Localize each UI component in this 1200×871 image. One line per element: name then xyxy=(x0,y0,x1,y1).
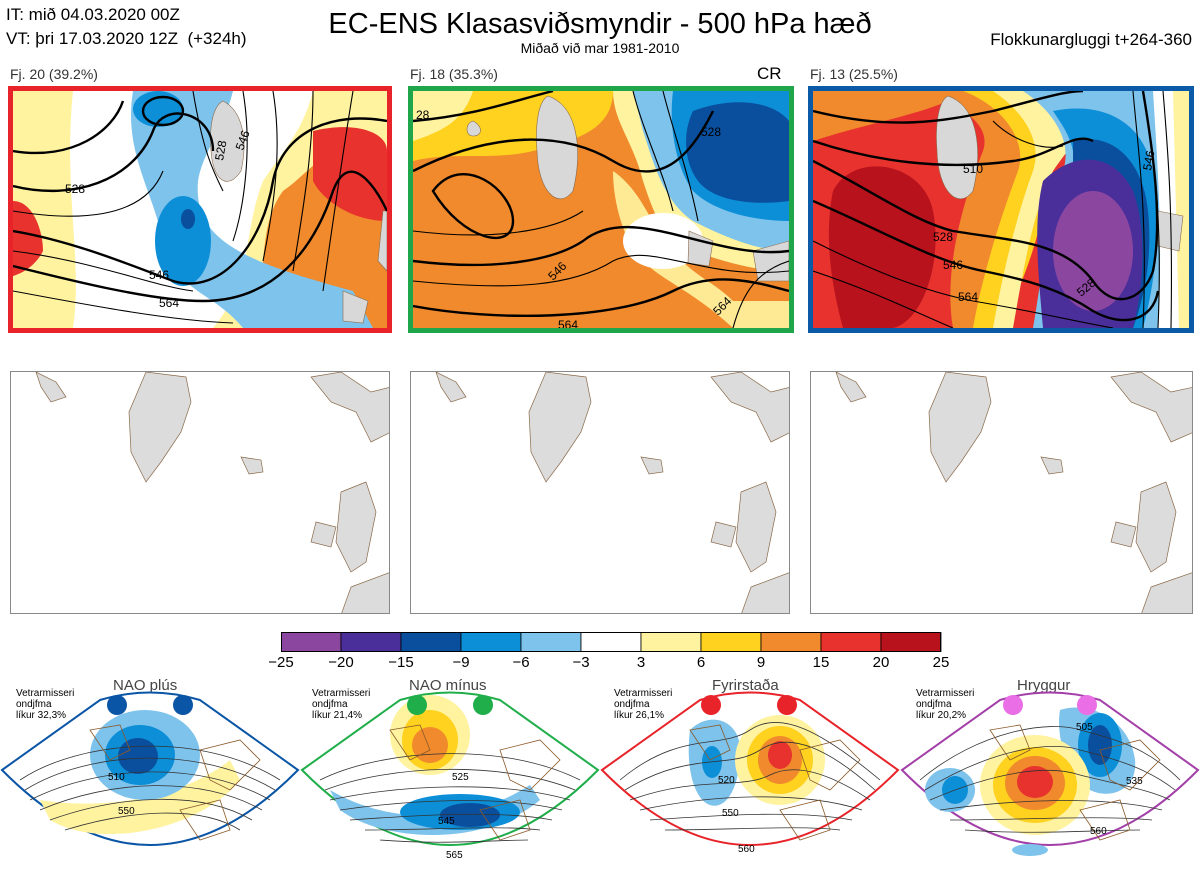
cluster-2-map: 528 546 564 564 28 xyxy=(408,86,794,333)
regime-4-contour-label: 535 xyxy=(1126,776,1143,787)
colorbar-cell xyxy=(520,632,582,652)
regime-3-note: Vetrarmisseri ondjfma líkur 26,1% xyxy=(614,688,673,721)
colorbar-tick-label: −25 xyxy=(268,654,294,671)
colorbar-tick-label: −15 xyxy=(388,654,414,671)
colorbar-tick-label: −6 xyxy=(512,654,530,671)
regime-2-title: NAO mínus xyxy=(409,677,487,694)
page-subtitle: Miðað við mar 1981-2010 xyxy=(520,40,680,56)
cluster-3-aux-map xyxy=(810,371,1193,614)
colorbar-cell xyxy=(700,632,762,652)
regime-3-title: Fyrirstaða xyxy=(712,677,779,694)
colorbar-tick-label: 15 xyxy=(812,654,830,671)
contour-label: 528 xyxy=(212,139,229,161)
regime-4-dots xyxy=(1003,695,1097,715)
cluster-2-tag: CR xyxy=(757,64,782,83)
colorbar-tick-label: 9 xyxy=(756,654,766,671)
contour-label: 28 xyxy=(416,108,430,122)
regime-3-map: 520 550 560 xyxy=(600,691,900,855)
contour-label: 564 xyxy=(159,296,179,310)
regime-1-map: 510 550 xyxy=(0,691,300,846)
colorbar-cell xyxy=(400,632,462,652)
cluster-2-label: Fj. 18 (35.3%) xyxy=(410,66,498,82)
regime-4-title: Hryggur xyxy=(1017,677,1071,694)
regime-2-map: 525 545 565 xyxy=(300,691,600,861)
init-time: IT: mið 04.03.2020 00Z xyxy=(6,5,180,24)
colorbar-tick-label: 6 xyxy=(696,654,706,671)
contour-label: 510 xyxy=(963,162,983,176)
regime-1-note: Vetrarmisseri ondjfma líkur 32,3% xyxy=(16,688,75,721)
regime-2-dots xyxy=(407,695,493,715)
contour-label: 546 xyxy=(149,268,169,282)
regime-4-contour-label: 560 xyxy=(1090,826,1107,837)
regime-2-contour-label: 565 xyxy=(446,850,463,861)
classification-window: Flokkunargluggi t+264-360 xyxy=(990,30,1192,49)
colorbar-tick-label: 25 xyxy=(932,654,950,671)
anomaly-colorbar xyxy=(281,632,942,652)
regime-1-dots xyxy=(107,695,193,715)
colorbar-cell xyxy=(880,632,942,652)
regime-1-contour-label: 510 xyxy=(108,772,125,783)
contour-label: 564 xyxy=(558,318,578,328)
contour-label: 546 xyxy=(233,128,253,152)
cluster-3-label: Fj. 13 (25.5%) xyxy=(810,66,898,82)
regime-3-dots xyxy=(701,695,797,715)
valid-time: VT: þri 17.03.2020 12Z (+324h) xyxy=(6,29,247,48)
regime-2-contour-label: 525 xyxy=(452,772,469,783)
cluster-1-label: Fj. 20 (39.2%) xyxy=(10,66,98,82)
regime-4-note: Vetrarmisseri ondjfma líkur 20,2% xyxy=(916,688,975,721)
colorbar-cell xyxy=(281,632,342,652)
contour-label: 546 xyxy=(943,258,963,272)
colorbar-cell xyxy=(820,632,882,652)
cluster-1-aux-map xyxy=(10,371,390,614)
cluster-2-aux-map xyxy=(410,371,790,614)
contour-label: 528 xyxy=(65,182,85,196)
regime-2-contour-label: 545 xyxy=(438,816,455,827)
regime-3-contour-label: 560 xyxy=(738,844,755,855)
regime-1-title: NAO plús xyxy=(113,677,178,694)
colorbar-cell xyxy=(640,632,702,652)
regime-4-contour-label: 505 xyxy=(1076,722,1093,733)
regime-1-contour-label: 550 xyxy=(118,806,135,817)
page-title: EC-ENS Klasasviðsmyndir - 500 hPa hæð xyxy=(328,8,872,40)
cluster-1-map: 528 546 564 546 528 xyxy=(8,86,392,333)
regime-2-note: Vetrarmisseri ondjfma líkur 21,4% xyxy=(312,688,371,721)
contour-label: 528 xyxy=(701,125,721,139)
regime-3-contour-label: 520 xyxy=(718,775,735,786)
colorbar-tick-label: −20 xyxy=(328,654,354,671)
regime-3-contour-label: 550 xyxy=(722,808,739,819)
contour-label: 546 xyxy=(1140,149,1157,171)
colorbar-cell xyxy=(340,632,402,652)
regime-row: Vetrarmisseri ondjfma líkur 32,3% NAO plús… xyxy=(0,676,1200,871)
colorbar-cell xyxy=(760,632,822,652)
colorbar-tick-label: −3 xyxy=(572,654,590,671)
regime-4-map: 505 535 560 xyxy=(900,691,1200,856)
contour-label: 528 xyxy=(933,230,953,244)
colorbar-tick-label: −9 xyxy=(452,654,470,671)
colorbar-cell xyxy=(580,632,642,652)
colorbar-cell xyxy=(460,632,522,652)
colorbar-tick-label: 3 xyxy=(636,654,646,671)
colorbar-tick-label: 20 xyxy=(872,654,890,671)
cluster-3-map: 510 528 546 564 528 546 xyxy=(808,86,1194,333)
contour-label: 564 xyxy=(958,290,978,304)
